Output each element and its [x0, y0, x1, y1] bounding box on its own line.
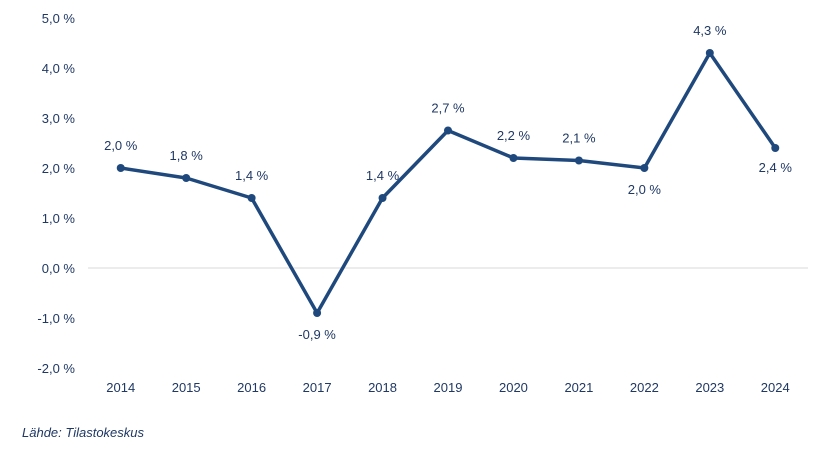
y-tick-label: -2,0 %: [37, 361, 75, 376]
y-tick-label: -1,0 %: [37, 311, 75, 326]
data-point: [116, 164, 125, 172]
data-label: -0,9 %: [298, 327, 336, 342]
x-tick-label: 2014: [106, 380, 135, 395]
y-tick-label: 5,0 %: [42, 11, 76, 26]
data-label: 2,0 %: [628, 182, 662, 197]
data-points: [116, 49, 780, 317]
y-axis-ticks: 5,0 % 4,0 % 3,0 % 2,0 % 1,0 % 0,0 % -1,0 % -2,0…: [37, 11, 75, 376]
x-tick-label: 2023: [695, 380, 724, 395]
x-tick-label: 2020: [499, 380, 528, 395]
data-point: [509, 154, 518, 162]
data-labels: 2,0 % 1,8 % 1,4 % -0,9 % 1,4 % 2,7 % 2,2 % 2,1 …: [104, 23, 792, 342]
data-label: 2,7 %: [431, 101, 465, 116]
y-tick-label: 1,0 %: [42, 211, 76, 226]
data-label: 2,2 %: [497, 128, 531, 143]
data-point: [705, 49, 714, 57]
data-label: 2,4 %: [759, 160, 793, 175]
y-tick-label: 2,0 %: [42, 161, 76, 176]
x-tick-label: 2015: [172, 380, 201, 395]
data-point: [313, 309, 322, 317]
x-tick-label: 2018: [368, 380, 397, 395]
data-point: [182, 174, 191, 182]
data-label: 1,4 %: [366, 168, 400, 183]
y-tick-label: 3,0 %: [42, 111, 76, 126]
x-tick-label: 2021: [564, 380, 593, 395]
data-label: 2,0 %: [104, 138, 138, 153]
data-point: [247, 194, 256, 202]
data-label: 1,8 %: [170, 148, 204, 163]
x-tick-label: 2017: [303, 380, 332, 395]
x-axis-ticks: 2014 2015 2016 2017 2018 2019 2020 2021 2022 2023…: [106, 380, 789, 395]
x-tick-label: 2019: [434, 380, 463, 395]
data-point: [771, 144, 780, 152]
y-tick-label: 4,0 %: [42, 61, 76, 76]
data-label: 2,1 %: [562, 131, 596, 146]
source-note: Lähde: Tilastokeskus: [22, 425, 145, 440]
data-point: [640, 164, 649, 172]
x-tick-label: 2016: [237, 380, 266, 395]
x-tick-label: 2022: [630, 380, 659, 395]
data-point: [444, 126, 452, 135]
data-label: 1,4 %: [235, 168, 269, 183]
data-point: [378, 194, 387, 202]
y-tick-label: 0,0 %: [42, 261, 76, 276]
data-point: [574, 156, 583, 165]
series-line: [118, 51, 778, 315]
data-label: 4,3 %: [693, 23, 727, 38]
x-tick-label: 2024: [761, 380, 790, 395]
